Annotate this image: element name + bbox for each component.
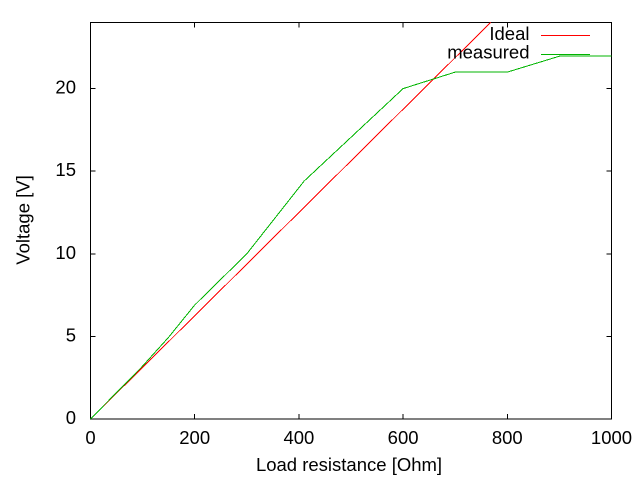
svg-text:10: 10 [55, 242, 76, 263]
svg-text:5: 5 [66, 325, 76, 346]
svg-text:Load resistance [Ohm]: Load resistance [Ohm] [256, 454, 442, 475]
svg-text:measured: measured [447, 42, 529, 63]
svg-text:800: 800 [492, 427, 523, 448]
svg-text:20: 20 [55, 77, 76, 98]
svg-text:Voltage [V]: Voltage [V] [13, 175, 34, 264]
svg-text:600: 600 [388, 427, 419, 448]
svg-text:Ideal: Ideal [489, 23, 529, 44]
svg-text:200: 200 [179, 427, 210, 448]
svg-text:0: 0 [66, 407, 76, 428]
svg-text:400: 400 [283, 427, 314, 448]
svg-text:15: 15 [55, 159, 76, 180]
svg-text:1000: 1000 [591, 427, 632, 448]
svg-text:0: 0 [85, 427, 95, 448]
